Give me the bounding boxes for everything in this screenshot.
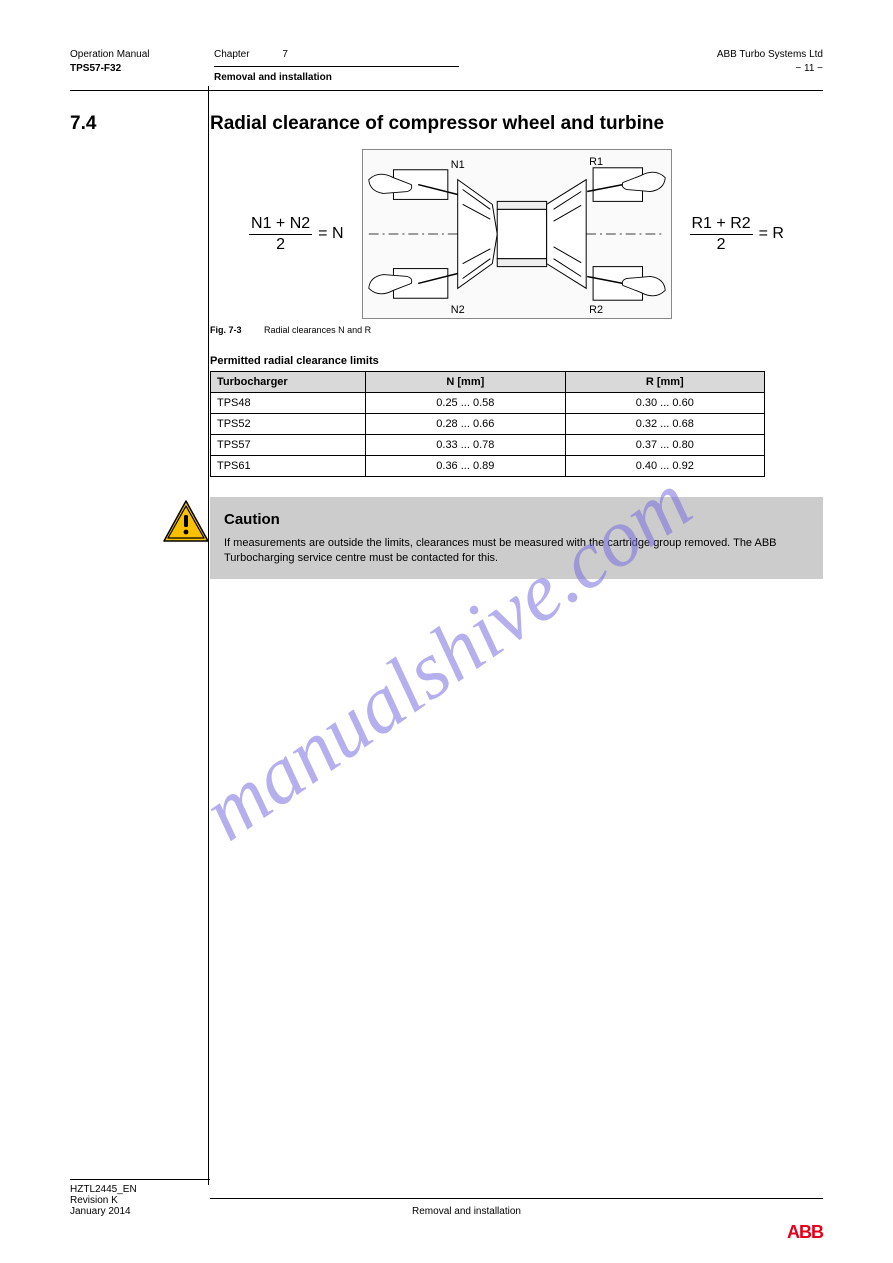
th-r: R [mm] (565, 372, 764, 393)
figure-wrap: N1 + N2 2 = N (210, 149, 823, 319)
section-number: 7.4 (70, 113, 210, 135)
caution-body: If measurements are outside the limits, … (224, 536, 809, 567)
figure-text: Radial clearances N and R (264, 325, 371, 335)
header-left: Operation Manual TPS57-F32 (70, 48, 210, 84)
page: Operation Manual TPS57-F32 Chapter 7 Rem… (0, 0, 893, 1263)
page-footer: HZTL2445_EN Revision K January 2014 Remo… (70, 1179, 823, 1217)
date: January 2014 (70, 1206, 210, 1217)
label-r1: R1 (589, 156, 603, 168)
cell-n: 0.36 ... 0.89 (366, 456, 565, 477)
table-row: TPS52 0.28 ... 0.66 0.32 ... 0.68 (211, 414, 765, 435)
label-r2: R2 (589, 304, 603, 316)
header-middle: Chapter 7 Removal and installation (210, 48, 623, 91)
table-header-row: Turbocharger N [mm] R [mm] (211, 372, 765, 393)
manual-title: Operation Manual (70, 48, 210, 62)
warning-icon (162, 499, 210, 548)
mechanical-drawing: N1 N2 R1 R2 (362, 149, 672, 319)
table-body: TPS48 0.25 ... 0.58 0.30 ... 0.60 TPS52 … (211, 393, 765, 477)
eq-right-denominator: 2 (690, 235, 753, 254)
eq-left-rhs: = N (318, 225, 343, 243)
section-title: Radial clearance of compressor wheel and… (210, 113, 664, 135)
content-column: N1 + N2 2 = N (210, 149, 823, 477)
cell-r: 0.40 ... 0.92 (565, 456, 764, 477)
doc-id: HZTL2445_EN (70, 1184, 210, 1195)
table-row: TPS57 0.33 ... 0.78 0.37 ... 0.80 (211, 435, 765, 456)
cell-model: TPS61 (211, 456, 366, 477)
figure-number: Fig. 7-3 (210, 325, 242, 335)
page-number: − 11 − (623, 62, 823, 76)
chapter-number: 7 (282, 49, 288, 60)
page-header: Operation Manual TPS57-F32 Chapter 7 Rem… (70, 48, 823, 91)
abb-logo: ABB (787, 1222, 823, 1243)
eq-right-rhs: = R (759, 225, 784, 243)
equation-left: N1 + N2 2 = N (249, 215, 343, 254)
header-right: ABB Turbo Systems Ltd − 11 − (623, 48, 823, 84)
eq-right-numerator: R1 + R2 (690, 215, 753, 235)
cell-r: 0.37 ... 0.80 (565, 435, 764, 456)
footer-left: HZTL2445_EN Revision K January 2014 (70, 1179, 210, 1217)
revision: Revision K (70, 1195, 210, 1206)
eq-left-numerator: N1 + N2 (249, 215, 312, 235)
cell-n: 0.33 ... 0.78 (366, 435, 565, 456)
th-turbocharger: Turbocharger (211, 372, 366, 393)
equation-right: R1 + R2 2 = R (690, 215, 784, 254)
drawing-svg: N1 N2 R1 R2 (363, 150, 671, 318)
label-n1: N1 (450, 159, 464, 171)
caution-box: Caution If measurements are outside the … (210, 497, 823, 579)
figure-caption: Fig. 7-3 Radial clearances N and R (210, 325, 823, 335)
eq-left-denominator: 2 (249, 235, 312, 254)
footer-center: Removal and installation (210, 1206, 723, 1217)
company-name: ABB Turbo Systems Ltd (623, 48, 823, 62)
product-name: TPS57-F32 (70, 62, 210, 76)
cell-n: 0.25 ... 0.58 (366, 393, 565, 414)
vertical-rule (208, 86, 209, 1185)
label-n2: N2 (450, 304, 464, 316)
cell-model: TPS48 (211, 393, 366, 414)
cell-model: TPS57 (211, 435, 366, 456)
limits-table: Turbocharger N [mm] R [mm] TPS48 0.25 ..… (210, 371, 765, 477)
cell-r: 0.30 ... 0.60 (565, 393, 764, 414)
chapter-label: Chapter (214, 49, 250, 60)
cell-model: TPS52 (211, 414, 366, 435)
table-row: TPS61 0.36 ... 0.89 0.40 ... 0.92 (211, 456, 765, 477)
table-caption: Permitted radial clearance limits (210, 355, 823, 367)
caution-row: Caution If measurements are outside the … (162, 497, 823, 579)
section-heading-row: 7.4 Radial clearance of compressor wheel… (70, 113, 823, 135)
chapter-title: Removal and installation (214, 71, 623, 85)
cell-r: 0.32 ... 0.68 (565, 414, 764, 435)
caution-heading: Caution (224, 509, 809, 530)
cell-n: 0.28 ... 0.66 (366, 414, 565, 435)
table-row: TPS48 0.25 ... 0.58 0.30 ... 0.60 (211, 393, 765, 414)
th-n: N [mm] (366, 372, 565, 393)
